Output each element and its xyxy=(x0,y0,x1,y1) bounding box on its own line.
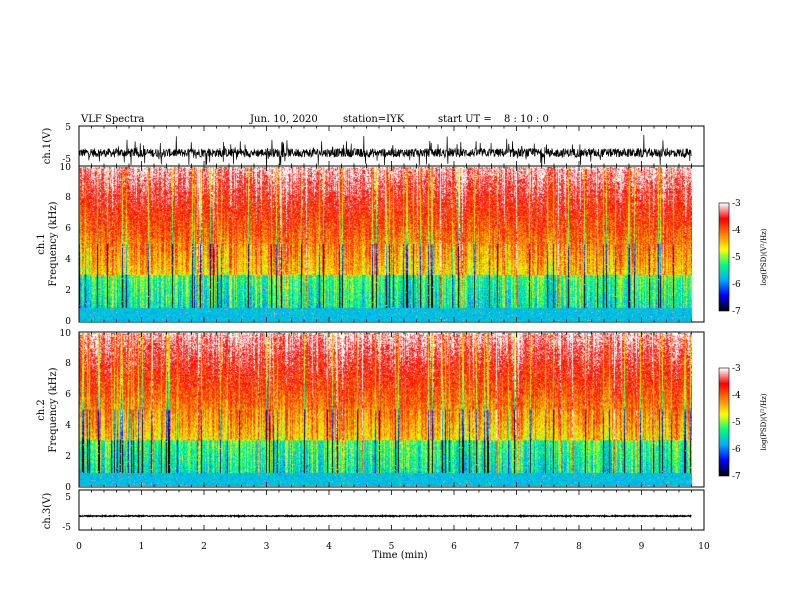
ch2-freq-tick-10: 10 xyxy=(60,329,72,339)
figure-header: VLF Spectra Jun. 10, 2020 station=IYK st… xyxy=(80,114,549,125)
ch2-freq-tick-6: 6 xyxy=(65,390,71,400)
ch1-colorbar-frame xyxy=(718,202,730,312)
ch1-freq-tick-10: 10 xyxy=(60,163,72,173)
ch2-colorbar-label: log(PSD)(V²/Hz) xyxy=(760,393,768,450)
ch1-cbar-tick-n7: -7 xyxy=(732,307,741,317)
ch3-ytick-top: 5 xyxy=(65,493,71,503)
ch2-cbar-tick-n6: -6 xyxy=(732,445,741,455)
ch2-freq-tick-0: 0 xyxy=(65,483,71,493)
xtick-3: 3 xyxy=(264,542,270,552)
ch1-cbar-tick-n5: -5 xyxy=(732,253,741,263)
figure-start-time: 8 : 10 : 0 xyxy=(504,114,549,125)
xtick-1: 1 xyxy=(139,542,145,552)
ch1-spectrogram-image xyxy=(79,167,692,321)
ch1-ytick-top: 5 xyxy=(65,123,71,133)
xtick-7: 7 xyxy=(514,542,520,552)
figure-start-label: start UT = xyxy=(438,114,492,125)
ch3-waveform-frame xyxy=(78,489,705,531)
ch3-waveform-ylabel: ch.3(V) xyxy=(42,493,53,530)
ch1-freq-tick-8: 8 xyxy=(65,193,71,203)
ch2-cbar-tick-n4: -4 xyxy=(732,391,741,401)
ch1-ytick-bottom: -5 xyxy=(62,155,71,165)
ch2-spectrogram-yticks: 0 2 4 6 8 10 xyxy=(60,329,72,493)
ch2-cbar-tick-n3: -3 xyxy=(732,364,741,374)
figure-station: station=IYK xyxy=(343,114,405,125)
ch1-cbar-tick-n4: -4 xyxy=(732,226,741,236)
ch2-cbar-tick-n5: -5 xyxy=(732,418,741,428)
ch1-waveform-trace xyxy=(78,134,692,166)
ch1-spectrogram-yticks: 0 2 4 6 8 10 xyxy=(60,163,72,327)
ch2-spectrogram-image xyxy=(79,333,692,486)
ch3-ytick-bottom: -5 xyxy=(62,523,71,533)
ch2-colorbar-frame xyxy=(718,367,730,477)
ch2-freq-tick-4: 4 xyxy=(65,421,71,431)
figure-date: Jun. 10, 2020 xyxy=(249,114,318,125)
ch1-spectrogram-channel-label: ch.1 xyxy=(36,233,47,255)
ch1-spectrogram-ylabel: Frequency (kHz) xyxy=(48,201,59,286)
xaxis-label: Time (min) xyxy=(372,550,427,561)
ch2-colorbar-gradient xyxy=(719,368,729,476)
xtick-6: 6 xyxy=(451,542,457,552)
xtick-2: 2 xyxy=(201,542,207,552)
xtick-9: 9 xyxy=(639,542,645,552)
ch1-colorbar-label: log(PSD)(V²/Hz) xyxy=(760,228,768,285)
xtick-5: 5 xyxy=(389,542,395,552)
ch2-spectrogram-panel: 0 2 4 6 8 10 ch.2 Frequency (kHz) xyxy=(36,329,705,493)
xtick-10: 10 xyxy=(698,542,710,552)
ch1-freq-tick-4: 4 xyxy=(65,255,71,265)
ch1-freq-tick-6: 6 xyxy=(65,224,71,234)
ch1-cbar-tick-n6: -6 xyxy=(732,280,741,290)
figure-title: VLF Spectra xyxy=(80,114,145,125)
ch1-waveform-ylabel: ch.1(V) xyxy=(42,128,53,165)
time-axis: 0 1 2 3 4 5 6 7 8 9 10 Time (min) xyxy=(76,542,710,561)
ch2-spectrogram-channel-label: ch.2 xyxy=(36,399,47,421)
xtick-0: 0 xyxy=(76,542,82,552)
ch2-freq-tick-2: 2 xyxy=(65,452,71,462)
ch1-waveform-frame xyxy=(78,125,705,167)
ch3-waveform-trace xyxy=(78,513,692,519)
wave3-line xyxy=(78,513,692,519)
ch1-spectrogram-panel: 0 2 4 6 8 10 ch.1 Frequency (kHz) xyxy=(36,163,705,327)
xtick-4: 4 xyxy=(326,542,332,552)
ch1-cbar-tick-n3: -3 xyxy=(732,199,741,209)
ch1-freq-tick-0: 0 xyxy=(65,317,71,327)
axis-tick-marks xyxy=(78,126,705,530)
wave1-line xyxy=(78,134,692,166)
xtick-8: 8 xyxy=(576,542,582,552)
ch1-colorbar-gradient xyxy=(719,203,729,311)
ch1-colorbar: -3 -4 -5 -6 -7 log(PSD)(V²/Hz) xyxy=(718,199,768,317)
ch1-freq-tick-2: 2 xyxy=(65,286,71,296)
ch2-freq-tick-8: 8 xyxy=(65,359,71,369)
ch2-colorbar: -3 -4 -5 -6 -7 log(PSD)(V²/Hz) xyxy=(718,364,768,482)
ch2-cbar-tick-n7: -7 xyxy=(732,472,741,482)
ch2-spectrogram-ylabel: Frequency (kHz) xyxy=(48,367,59,452)
